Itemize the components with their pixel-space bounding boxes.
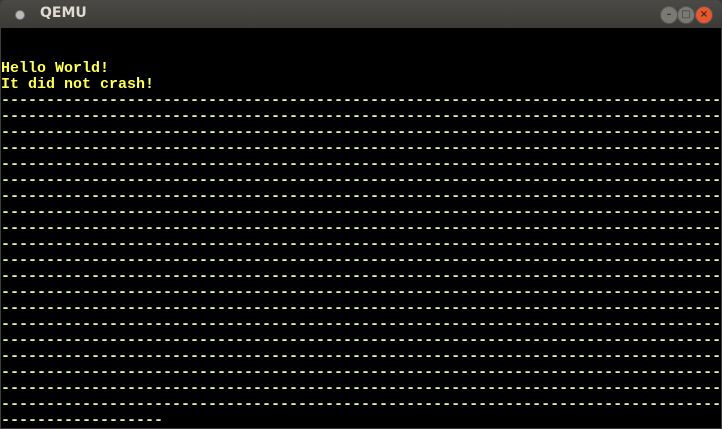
console-line: ----------------------------------------… — [1, 236, 721, 253]
console-line: ----------------------------------------… — [1, 140, 721, 157]
maximize-button[interactable]: □ — [677, 6, 695, 24]
console-line: ----------------------------------------… — [1, 172, 721, 189]
window-title: QEMU — [40, 5, 87, 21]
app-menu-icon[interactable] — [15, 10, 25, 20]
console-line: ----------------------------------------… — [1, 108, 721, 125]
minimize-button[interactable]: – — [660, 6, 678, 24]
console-line: ----------------------------------------… — [1, 204, 721, 221]
vm-display[interactable]: Hello World! It did not crash! -----------… — [1, 28, 721, 428]
console-line: ------------------ — [1, 412, 164, 428]
close-button[interactable]: × — [695, 6, 713, 24]
console-line: ----------------------------------------… — [1, 124, 721, 141]
console-line: ----------------------------------------… — [1, 316, 721, 333]
console-line: ----------------------------------------… — [1, 188, 721, 205]
console-line: ----------------------------------------… — [1, 156, 721, 173]
console-line: ----------------------------------------… — [1, 396, 721, 413]
console-line: ----------------------------------------… — [1, 92, 721, 109]
console-line: ----------------------------------------… — [1, 220, 721, 237]
console-line: It did not crash! — [1, 76, 155, 93]
console-line: ----------------------------------------… — [1, 364, 721, 381]
console-line: ----------------------------------------… — [1, 268, 721, 285]
console-line — [1, 44, 721, 60]
console-line: ----------------------------------------… — [1, 348, 721, 365]
title-bar[interactable]: QEMU – □ × — [0, 0, 722, 28]
console-line: ----------------------------------------… — [1, 284, 721, 301]
console-line: ----------------------------------------… — [1, 300, 721, 317]
console-line: ----------------------------------------… — [1, 380, 721, 397]
console-line: ----------------------------------------… — [1, 332, 721, 349]
console-line: Hello World! — [1, 60, 110, 77]
console-line — [1, 28, 721, 44]
console-line: ----------------------------------------… — [1, 252, 721, 269]
